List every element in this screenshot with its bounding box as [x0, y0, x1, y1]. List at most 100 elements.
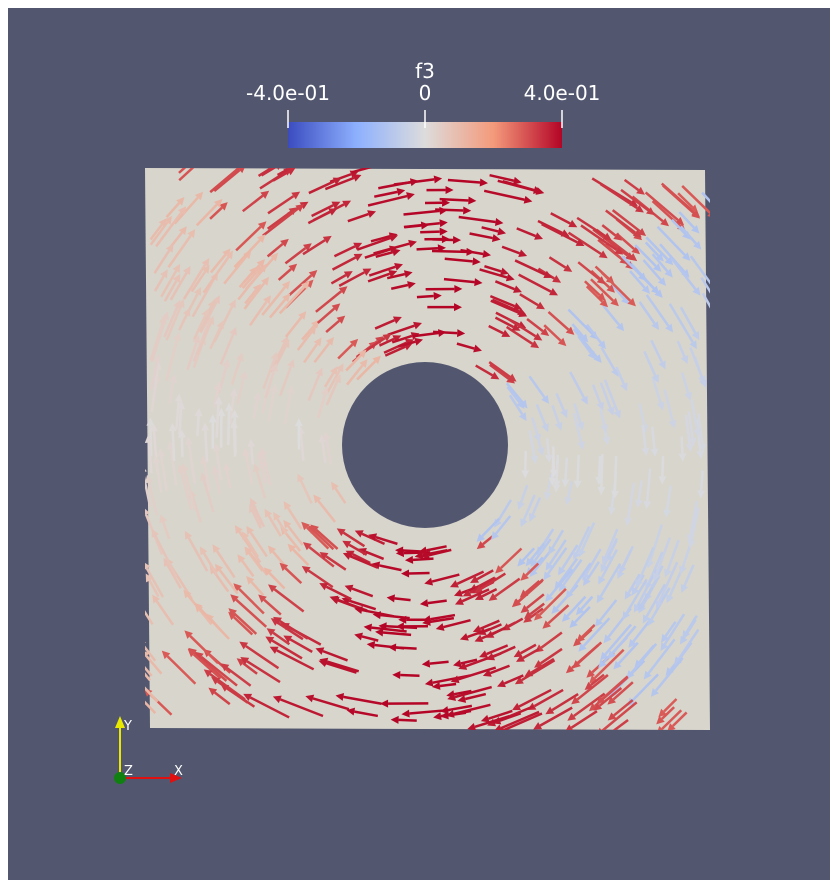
glyph-head	[321, 386, 329, 396]
glyph-head	[454, 597, 464, 605]
glyph-shaft	[267, 195, 295, 215]
glyph-shaft	[168, 381, 175, 404]
glyph-shaft	[155, 211, 183, 248]
glyph-head	[692, 286, 701, 296]
glyph-head	[524, 610, 533, 619]
glyph-shaft	[489, 173, 515, 182]
glyph-head	[473, 344, 482, 353]
glyph-shaft	[576, 216, 606, 238]
glyph-head	[664, 568, 672, 578]
glyph-head	[398, 615, 407, 624]
glyph-head	[573, 551, 581, 561]
glyph-shaft	[530, 657, 555, 674]
glyph-head	[211, 676, 220, 685]
glyph-shaft	[507, 318, 537, 338]
glyph-head	[486, 652, 496, 661]
glyph-shaft	[223, 255, 248, 285]
glyph-head	[474, 634, 484, 642]
glyph-shaft	[171, 430, 176, 462]
glyph-head	[263, 567, 273, 576]
glyph-shaft	[663, 698, 678, 713]
glyph-shaft	[190, 270, 207, 293]
glyph-head	[342, 200, 352, 208]
glyph-head	[194, 408, 203, 417]
glyph-head	[680, 583, 689, 593]
glyph-shaft	[591, 384, 602, 404]
glyph-head	[153, 353, 162, 363]
glyph-head	[164, 215, 173, 225]
glyph-shaft	[620, 188, 650, 212]
glyph-shaft	[276, 649, 315, 671]
glyph-shaft	[375, 535, 398, 546]
glyph-head	[342, 540, 352, 549]
glyph-head	[253, 391, 262, 401]
glyph-head	[353, 253, 363, 262]
glyph-head	[476, 533, 486, 543]
glyph-head	[541, 395, 550, 404]
glyph-head	[442, 198, 451, 207]
glyph-head	[514, 676, 524, 685]
glyph-head	[414, 337, 424, 346]
glyph-head	[543, 571, 552, 581]
glyph-head	[439, 227, 448, 236]
glyph-head	[603, 634, 612, 644]
glyph-head	[257, 221, 267, 230]
glyph-head	[433, 292, 442, 301]
glyph-head	[482, 250, 492, 258]
glyph-head	[214, 563, 223, 573]
glyph-head	[691, 224, 700, 234]
glyph-shaft	[266, 242, 284, 258]
glyph-shaft	[443, 277, 475, 284]
glyph-head	[200, 455, 209, 465]
glyph-shaft	[522, 647, 540, 660]
glyph-head	[480, 714, 490, 723]
glyph-head	[253, 463, 261, 473]
glyph-shaft	[508, 394, 524, 415]
glyph-shaft	[577, 261, 601, 281]
glyph-head	[687, 539, 696, 549]
glyph-head	[176, 197, 185, 206]
glyph-head	[435, 623, 445, 631]
glyph-head	[663, 509, 672, 518]
glyph-shaft	[244, 455, 254, 485]
glyph-shaft	[574, 606, 591, 624]
glyph-head	[308, 269, 318, 279]
glyph-head	[565, 326, 575, 335]
glyph-head	[579, 333, 589, 343]
glyph-head	[696, 450, 705, 459]
glyph-shaft	[233, 616, 254, 636]
glyph-shaft	[604, 623, 632, 656]
glyph-shaft	[315, 290, 343, 313]
glyph-shaft	[627, 573, 641, 594]
glyph-head	[408, 239, 417, 248]
glyph-shaft	[330, 274, 347, 285]
glyph-shaft	[307, 374, 321, 401]
glyph-shaft	[321, 441, 327, 463]
glyph-head	[206, 316, 215, 325]
glyph-head	[656, 715, 665, 725]
glyph-shaft	[422, 548, 448, 557]
glyph-head	[283, 519, 292, 529]
glyph-shaft	[178, 168, 187, 174]
glyph-head	[172, 263, 181, 273]
glyph-shaft	[237, 269, 263, 301]
glyph-head	[145, 651, 150, 658]
glyph-head	[667, 723, 676, 730]
glyph-shaft	[662, 184, 695, 215]
glyph-head	[518, 249, 528, 258]
glyph-layer	[145, 168, 710, 730]
glyph-shaft	[354, 710, 379, 718]
glyph-shaft	[558, 558, 579, 584]
glyph-shaft	[180, 437, 184, 457]
glyph-head	[331, 201, 341, 209]
glyph-shaft	[481, 226, 499, 233]
glyph-shaft	[266, 210, 292, 230]
glyph-shaft	[576, 674, 609, 701]
glyph-shaft	[162, 521, 171, 540]
glyph-head	[685, 443, 694, 453]
glyph-shaft	[561, 544, 579, 570]
glyph-shaft	[608, 539, 618, 556]
glyph-head	[319, 551, 329, 560]
glyph-shaft	[145, 475, 152, 508]
glyph-shaft	[548, 539, 567, 565]
